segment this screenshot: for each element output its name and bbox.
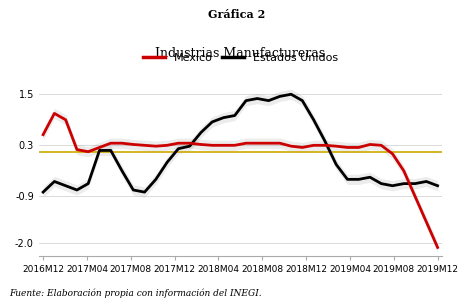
- Legend: México, Estados Unidos: México, Estados Unidos: [138, 49, 342, 67]
- Text: Fuente: Elaboración propia con información del INEGI.: Fuente: Elaboración propia con informaci…: [9, 288, 262, 298]
- Text: Gráfica 2: Gráfica 2: [209, 9, 265, 20]
- Title: Industrias Manufactureras: Industrias Manufactureras: [155, 46, 326, 60]
